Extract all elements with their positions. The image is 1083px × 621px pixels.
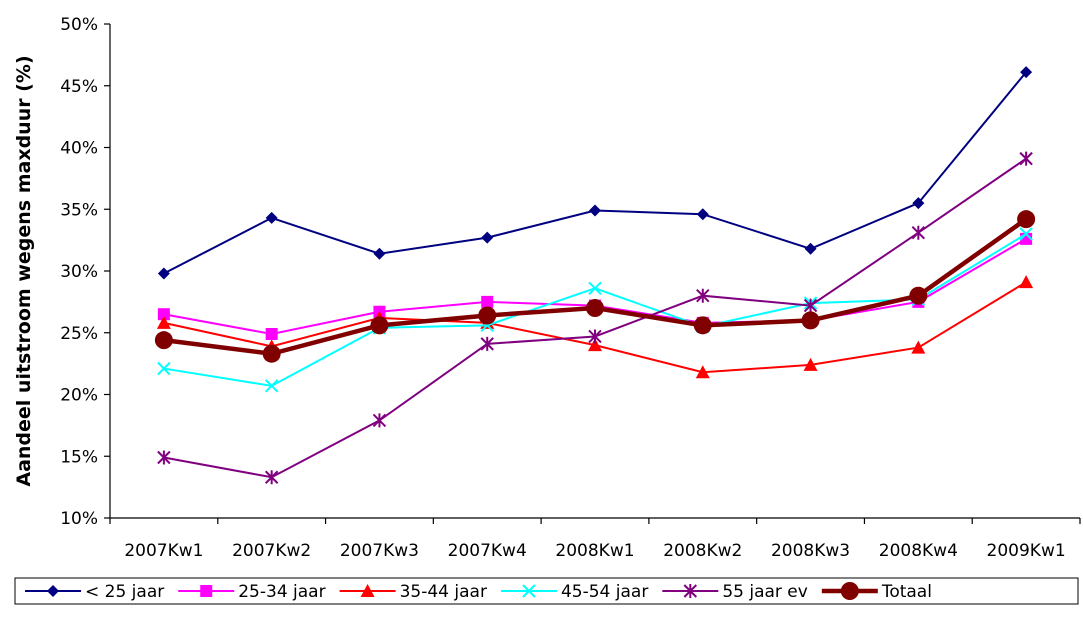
data-point	[1017, 210, 1036, 229]
data-point	[481, 231, 494, 244]
y-tick-label: 35%	[60, 200, 98, 220]
legend-label: 35-44 jaar	[400, 582, 487, 602]
legend-item: Totaal	[821, 582, 932, 602]
legend-label: < 25 jaar	[85, 582, 164, 602]
x-tick-label: 2007Kw3	[340, 541, 419, 561]
x-tick-label: 2008Kw3	[771, 541, 850, 561]
data-point	[481, 295, 494, 308]
y-tick-label: 20%	[60, 386, 98, 406]
series-25-34-jaar	[157, 232, 1033, 340]
data-point	[589, 204, 601, 217]
x-tick-label: 2007Kw2	[232, 541, 311, 561]
data-point	[264, 379, 279, 393]
data-point	[157, 308, 170, 321]
data-point	[370, 316, 389, 335]
data-point	[696, 288, 710, 303]
y-tick-label: 40%	[60, 139, 98, 159]
y-tick-label: 30%	[60, 262, 98, 282]
y-ticks: 10% 15% 20% 25% 30% 35% 40% 45% 50%	[60, 15, 110, 529]
data-point	[47, 585, 59, 597]
data-point	[200, 585, 213, 597]
legend-label: 25-34 jaar	[238, 582, 325, 602]
series-totaal	[154, 210, 1036, 363]
series-45-54-jaar	[157, 227, 1033, 393]
series-55-jaar-ev	[157, 151, 1033, 485]
data-point	[157, 361, 171, 376]
data-point	[264, 470, 279, 485]
data-point	[480, 336, 494, 351]
series-line	[163, 281, 1027, 374]
y-tick-label: 15%	[60, 447, 98, 467]
data-point	[693, 316, 712, 335]
data-point	[804, 242, 817, 255]
legend-item: < 25 jaar	[25, 582, 164, 602]
series-35-44-jaar	[156, 275, 1034, 379]
data-point	[588, 329, 602, 344]
data-point	[478, 306, 497, 325]
x-tick-label: 2008Kw1	[555, 541, 634, 561]
x-tick-label: 2008Kw4	[879, 541, 958, 561]
data-point	[696, 208, 709, 221]
legend-label: Totaal	[881, 582, 932, 602]
y-tick-label: 50%	[60, 15, 98, 35]
data-point	[265, 211, 278, 224]
legend-item: 25-34 jaar	[178, 582, 326, 602]
series-layer	[154, 66, 1036, 485]
data-point	[911, 340, 926, 354]
legend-label: 45-54 jaar	[561, 582, 648, 602]
series-line	[163, 71, 1027, 275]
data-point	[803, 298, 818, 313]
legend-label: 55 jaar ev	[722, 582, 808, 602]
x-ticks: 2007Kw1 2007Kw2 2007Kw3 2007Kw4 2008Kw1 2008K…	[109, 518, 1081, 561]
data-point	[1019, 151, 1033, 166]
legend-item: 45-54 jaar	[500, 582, 648, 602]
y-tick-label: 10%	[60, 509, 98, 529]
data-point	[1020, 66, 1033, 79]
data-point	[373, 247, 386, 260]
data-point	[801, 311, 820, 330]
data-point	[588, 281, 602, 295]
x-tick-label: 2007Kw4	[448, 541, 527, 561]
data-point	[683, 584, 698, 598]
series-line	[163, 238, 1027, 336]
data-point	[522, 584, 536, 598]
data-point	[157, 267, 170, 280]
data-point	[912, 197, 925, 210]
data-point	[586, 299, 604, 318]
data-point	[840, 582, 859, 600]
x-tick-label: 2007Kw1	[124, 541, 203, 561]
data-point	[154, 331, 173, 350]
data-point	[262, 344, 281, 363]
x-tick-label: 2009Kw1	[987, 541, 1066, 561]
data-point	[157, 450, 171, 465]
x-tick-label: 2008Kw2	[663, 541, 742, 561]
data-point	[1019, 275, 1034, 289]
data-point	[372, 413, 387, 428]
data-point	[360, 584, 375, 597]
data-point	[1019, 227, 1033, 241]
data-point	[588, 338, 602, 352]
legend-item: 35-44 jaar	[339, 582, 487, 602]
axes	[109, 24, 1080, 519]
legend-item: 55 jaar ev	[662, 582, 808, 602]
data-point	[909, 286, 928, 305]
series-25-jaar	[157, 66, 1033, 280]
data-point	[803, 357, 818, 371]
data-point	[695, 365, 710, 379]
data-point	[911, 225, 926, 240]
data-point	[265, 327, 278, 340]
legend: < 25 jaar 25-34 jaar 35-44 jaar 45-54 jaar 5…	[14, 577, 1079, 605]
y-tick-label: 45%	[60, 77, 98, 97]
data-point	[156, 315, 171, 329]
y-axis-label: Aandeel uitstroom wegens maxduur (%)	[13, 55, 35, 486]
y-tick-label: 25%	[60, 324, 98, 344]
